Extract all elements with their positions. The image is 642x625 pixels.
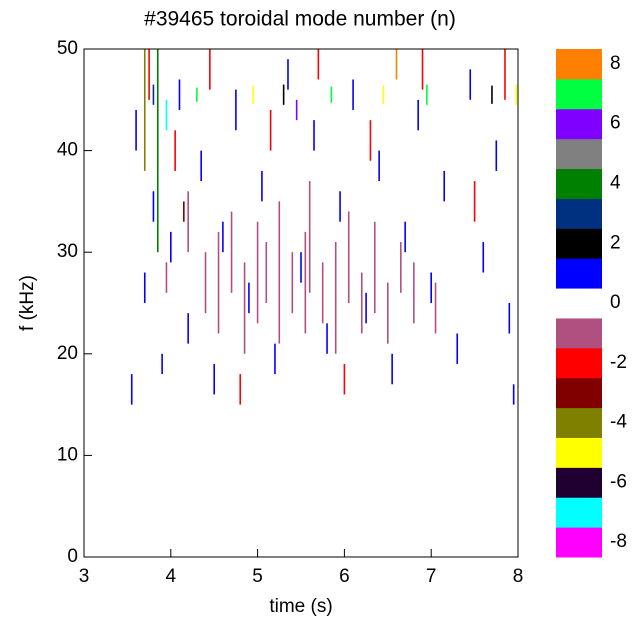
colorbar-swatch <box>556 138 602 170</box>
colorbar-swatch <box>556 108 602 140</box>
y-tick-label: 50 <box>57 38 78 59</box>
colorbar-swatch <box>556 78 602 110</box>
colorbar-swatch <box>556 258 602 289</box>
colorbar-tick-label: 4 <box>610 172 621 193</box>
x-tick-label: 4 <box>166 566 177 587</box>
colorbar-swatch <box>556 228 602 259</box>
colorbar-swatch <box>556 49 602 80</box>
y-tick-label: 40 <box>57 140 78 161</box>
colorbar-swatch <box>556 168 602 199</box>
colorbar-swatch <box>556 497 602 528</box>
colorbar-swatch <box>556 317 602 349</box>
y-axis-label: f (kHz) <box>17 275 38 331</box>
colorbar-swatch <box>556 198 602 229</box>
y-tick-label: 10 <box>57 444 78 465</box>
colorbar-tick-label: 8 <box>610 53 621 74</box>
x-tick-label: 8 <box>513 566 524 587</box>
y-tick-label: 30 <box>57 241 78 262</box>
colorbar-swatch <box>556 377 602 409</box>
colorbar-swatch <box>556 288 602 319</box>
colorbar-swatch <box>556 527 602 558</box>
colorbar-swatch <box>556 347 602 379</box>
x-tick-label: 6 <box>339 566 350 587</box>
colorbar-swatch <box>556 467 602 498</box>
y-tick-label: 20 <box>57 343 78 364</box>
colorbar-tick-label: -4 <box>610 412 627 433</box>
x-tick-label: 7 <box>426 566 437 587</box>
y-tick-label: 0 <box>67 546 78 567</box>
colorbar-tick-label: -2 <box>610 352 627 373</box>
colorbar-swatch <box>556 407 602 438</box>
colorbar-tick-label: -6 <box>610 471 627 492</box>
chart-title: #39465 toroidal mode number (n) <box>144 8 456 31</box>
colorbar-tick-label: 6 <box>610 113 621 134</box>
x-tick-label: 5 <box>252 566 263 587</box>
plot-frame <box>83 48 519 558</box>
colorbar-swatch <box>556 437 602 468</box>
x-axis-label: time (s) <box>269 596 332 617</box>
colorbar-tick-label: -8 <box>610 531 627 552</box>
colorbar-tick-label: 2 <box>610 232 621 253</box>
x-tick-label: 3 <box>79 566 90 587</box>
colorbar-tick-label: 0 <box>610 292 621 313</box>
